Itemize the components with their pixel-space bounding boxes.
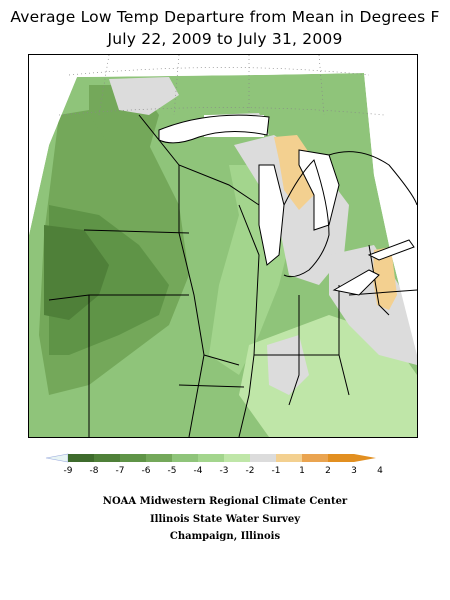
- legend-tick-label: -3: [220, 466, 229, 476]
- legend-swatch: [198, 454, 224, 462]
- legend-tick-label: -1: [272, 466, 281, 476]
- legend-swatch: [328, 454, 354, 462]
- legend-swatch: [302, 454, 328, 462]
- legend-tick-label: 2: [325, 466, 331, 476]
- normal-region-north: [109, 77, 179, 115]
- credit-location: Champaign, Illinois: [169, 531, 281, 542]
- legend-swatch: [94, 454, 120, 462]
- map-date-range: July 22, 2009 to July 31, 2009: [107, 30, 343, 48]
- map-svg: [29, 55, 417, 437]
- legend-swatch: [120, 454, 146, 462]
- legend-swatch: [224, 454, 250, 462]
- legend-tick-label: -4: [194, 466, 203, 476]
- color-legend: -9 -8 -7 -6 -5 -4 -3 -2 -1 1 2 3 4: [40, 452, 410, 482]
- legend-swatch: [250, 454, 276, 462]
- state-boundaries: [48, 114, 417, 437]
- legend-swatch: [172, 454, 198, 462]
- normal-region-ne: [329, 245, 417, 365]
- coldest-region: [44, 225, 109, 320]
- great-lakes: [158, 114, 415, 296]
- legend-arrow-low: [45, 453, 69, 463]
- warm-region-pa: [373, 247, 397, 310]
- legend-tick-label: 4: [377, 466, 383, 476]
- legend-tick-label: -8: [90, 466, 99, 476]
- legend-tick-label: -6: [142, 466, 151, 476]
- legend-swatch: [146, 454, 172, 462]
- map-title: Average Low Temp Departure from Mean in …: [10, 8, 440, 26]
- legend-tick-label: 1: [299, 466, 305, 476]
- legend-arrow-high: [354, 454, 376, 462]
- credit-survey: Illinois State Water Survey: [149, 514, 301, 525]
- legend-tick-label: 3: [351, 466, 357, 476]
- legend-swatch: [68, 454, 94, 462]
- legend-tick-label: -5: [168, 466, 177, 476]
- legend-tick-label: -9: [64, 466, 73, 476]
- credit-organization: NOAA Midwestern Regional Climate Center: [102, 496, 348, 507]
- legend-swatch: [276, 454, 302, 462]
- temperature-departure-map: [28, 54, 418, 438]
- legend-tick-label: -7: [116, 466, 125, 476]
- legend-svg: -9 -8 -7 -6 -5 -4 -3 -2 -1 1 2 3 4: [45, 453, 383, 476]
- legend-tick-label: -2: [246, 466, 255, 476]
